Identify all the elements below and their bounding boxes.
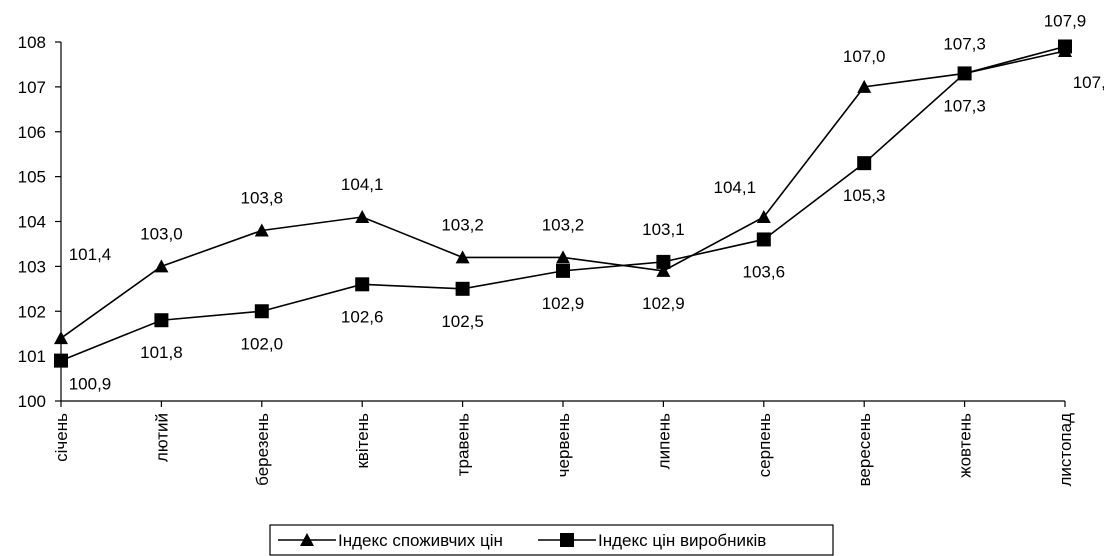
producer-price-data-label: 105,3	[843, 186, 886, 205]
consumer-price-data-label: 102,9	[642, 294, 685, 313]
consumer-price-legend-label: Індекс споживчих цін	[338, 531, 503, 550]
x-tick-label: січень	[52, 413, 71, 462]
y-tick-label: 106	[18, 123, 46, 142]
x-tick-label: серпень	[755, 413, 774, 477]
producer-price-data-label: 103,6	[743, 262, 786, 281]
y-tick-label: 100	[18, 392, 46, 411]
producer-price-data-label: 107,9	[1044, 11, 1087, 30]
producer-price-legend-marker	[560, 533, 574, 547]
producer-price-point	[455, 281, 470, 296]
y-tick-label: 107	[18, 78, 46, 97]
x-tick-label: квітень	[353, 413, 372, 469]
consumer-price-data-label: 103,2	[542, 215, 585, 234]
producer-price-point	[54, 353, 68, 368]
consumer-price-data-label: 107,0	[843, 47, 886, 66]
y-tick-label: 105	[18, 168, 46, 187]
data-labels: 101,4 103,0 103,8 104,1 103,2 103,2 102,9 104,1…	[69, 11, 1104, 393]
plot-area	[54, 39, 1072, 368]
producer-price-point	[355, 277, 370, 292]
producer-price-data-label: 102,9	[542, 294, 585, 313]
consumer-price-point	[455, 250, 470, 264]
producer-price-point	[254, 304, 269, 319]
producer-price-point	[154, 313, 169, 328]
consumer-price-point	[656, 263, 671, 277]
consumer-price-data-label: 107,8	[1073, 73, 1104, 92]
y-tick-label: 104	[18, 213, 46, 232]
consumer-price-point	[154, 259, 169, 273]
consumer-price-legend-marker	[300, 533, 314, 546]
x-tick-label: червень	[554, 413, 573, 477]
consumer-price-data-label: 101,4	[69, 245, 112, 264]
consumer-price-point	[756, 210, 771, 224]
producer-price-data-label: 102,5	[441, 312, 484, 331]
x-tick-label: липень	[654, 413, 673, 469]
consumer-price-point	[254, 223, 269, 237]
consumer-price-point	[54, 331, 68, 345]
consumer-price-data-label: 103,8	[241, 188, 284, 207]
consumer-price-point	[556, 250, 570, 264]
producer-price-point	[756, 232, 771, 247]
consumer-price-point	[355, 210, 370, 224]
x-tick-label: лютий	[152, 413, 171, 462]
producer-price-data-label: 100,9	[69, 375, 112, 394]
consumer-price-data-label: 104,1	[714, 178, 757, 197]
producer-price-point	[957, 66, 972, 81]
x-tick-label: вересень	[855, 413, 874, 487]
y-tick-label: 108	[18, 33, 46, 52]
x-tick-label: листопад	[1056, 413, 1075, 487]
producer-price-point	[1058, 39, 1072, 54]
legend: Індекс споживчих цін Індекс цін виробникі…	[269, 524, 834, 556]
producer-price-point	[556, 263, 570, 278]
producer-price-data-label: 103,1	[642, 220, 685, 239]
consumer-price-data-label: 104,1	[341, 175, 384, 194]
producer-price-data-label: 101,8	[140, 343, 183, 362]
consumer-price-point	[857, 79, 872, 93]
x-tick-label: травень	[454, 413, 473, 476]
producer-price-data-label: 107,3	[943, 96, 986, 115]
x-tick-label: жовтень	[956, 413, 975, 478]
y-tick-label: 103	[18, 257, 46, 276]
y-tick-label: 102	[18, 302, 46, 321]
producer-price-legend-label: Індекс цін виробників	[598, 531, 766, 550]
producer-price-data-label: 102,0	[241, 334, 284, 353]
y-tick-label: 101	[18, 347, 46, 366]
x-axis: січень лютий березень квітень травень червень…	[52, 400, 1075, 487]
consumer-price-data-label: 103,0	[140, 224, 183, 243]
producer-price-point	[857, 156, 872, 171]
producer-price-point	[656, 254, 671, 269]
x-tick-label: березень	[253, 413, 272, 486]
y-axis: 100 101 102 103 104 105 106 107 108	[18, 33, 62, 411]
consumer-price-data-label: 107,3	[943, 34, 986, 53]
consumer-price-data-label: 103,2	[441, 215, 484, 234]
producer-price-series-line	[60, 45, 1066, 362]
producer-price-data-label: 102,6	[341, 307, 384, 326]
